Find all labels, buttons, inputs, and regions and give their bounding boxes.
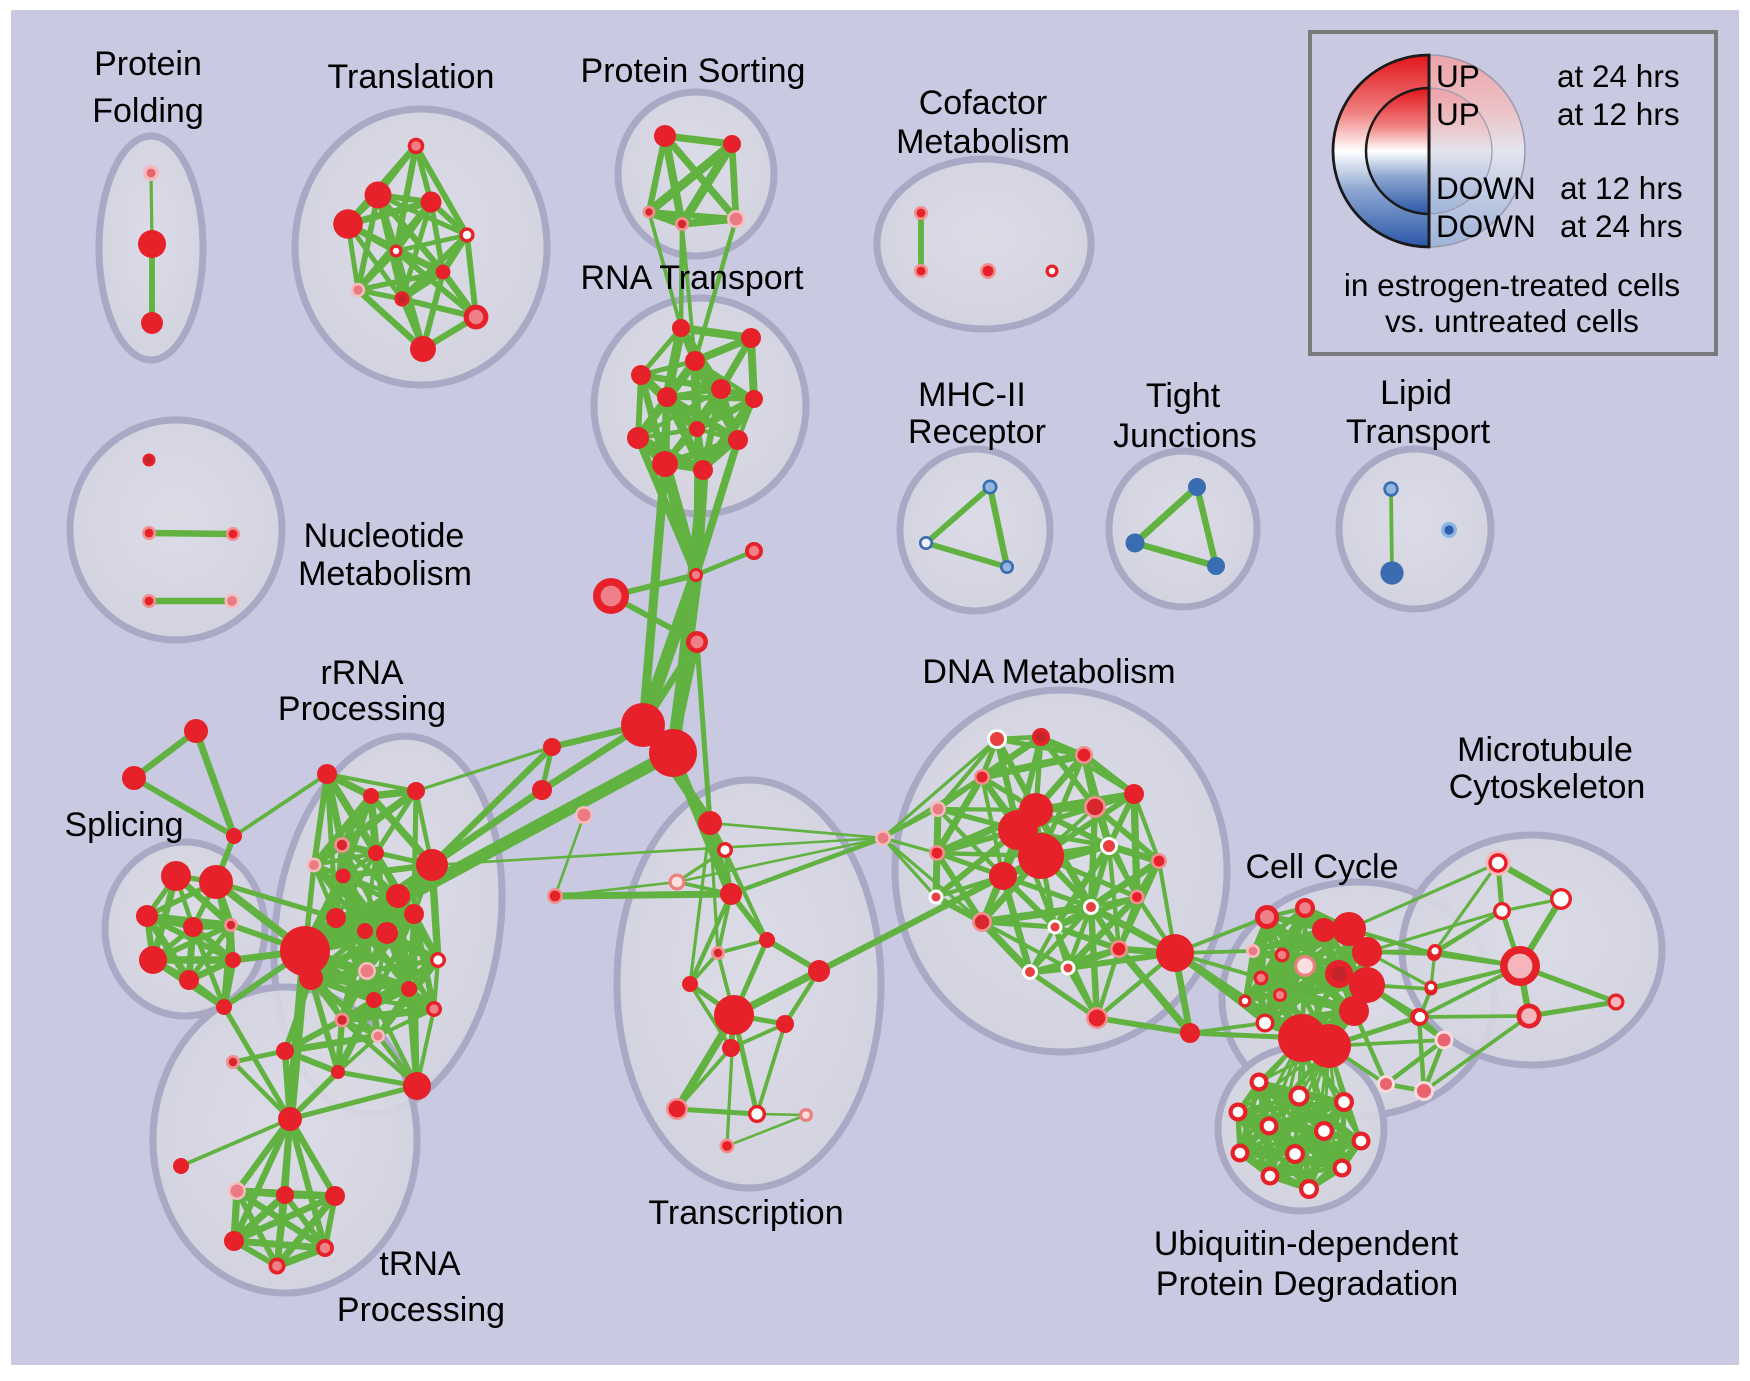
svg-text:Microtubule: Microtubule (1457, 731, 1633, 769)
svg-text:DNA Metabolism: DNA Metabolism (922, 653, 1175, 691)
svg-text:Tight: Tight (1146, 377, 1221, 415)
svg-text:MHC-II: MHC-II (918, 376, 1026, 414)
svg-text:in estrogen-treated cells: in estrogen-treated cells (1344, 267, 1680, 303)
svg-text:at 12 hrs: at 12 hrs (1557, 96, 1680, 132)
svg-text:DOWN: DOWN (1436, 170, 1536, 206)
svg-text:Nucleotide: Nucleotide (304, 517, 465, 555)
svg-text:Transcription: Transcription (648, 1194, 843, 1232)
svg-text:Cell Cycle: Cell Cycle (1245, 848, 1398, 886)
svg-text:Transport: Transport (1346, 413, 1491, 451)
svg-text:Protein: Protein (94, 45, 202, 83)
svg-text:Processing: Processing (337, 1291, 505, 1329)
svg-text:Metabolism: Metabolism (298, 555, 472, 593)
svg-text:UP: UP (1436, 96, 1480, 132)
svg-text:Cytoskeleton: Cytoskeleton (1449, 768, 1646, 806)
svg-text:Receptor: Receptor (908, 413, 1046, 451)
svg-text:Cofactor: Cofactor (919, 84, 1048, 122)
svg-text:Translation: Translation (328, 58, 495, 96)
svg-text:rRNA: rRNA (320, 654, 403, 692)
svg-text:Metabolism: Metabolism (896, 123, 1070, 161)
svg-text:Protein Degradation: Protein Degradation (1156, 1265, 1458, 1303)
svg-text:at 24 hrs: at 24 hrs (1560, 208, 1683, 244)
svg-text:at 12 hrs: at 12 hrs (1560, 170, 1683, 206)
svg-text:Splicing: Splicing (64, 806, 183, 844)
svg-text:Folding: Folding (92, 92, 204, 130)
svg-text:Junctions: Junctions (1113, 417, 1257, 455)
svg-text:vs. untreated cells: vs. untreated cells (1385, 303, 1639, 339)
svg-text:DOWN: DOWN (1436, 208, 1536, 244)
svg-text:Ubiquitin-dependent: Ubiquitin-dependent (1154, 1225, 1459, 1263)
svg-text:UP: UP (1436, 58, 1480, 94)
svg-text:RNA Transport: RNA Transport (581, 259, 805, 297)
svg-text:Protein Sorting: Protein Sorting (581, 52, 806, 90)
svg-text:Processing: Processing (278, 690, 446, 728)
svg-text:Lipid: Lipid (1380, 374, 1452, 412)
svg-text:at 24 hrs: at 24 hrs (1557, 58, 1680, 94)
svg-text:tRNA: tRNA (379, 1245, 461, 1283)
